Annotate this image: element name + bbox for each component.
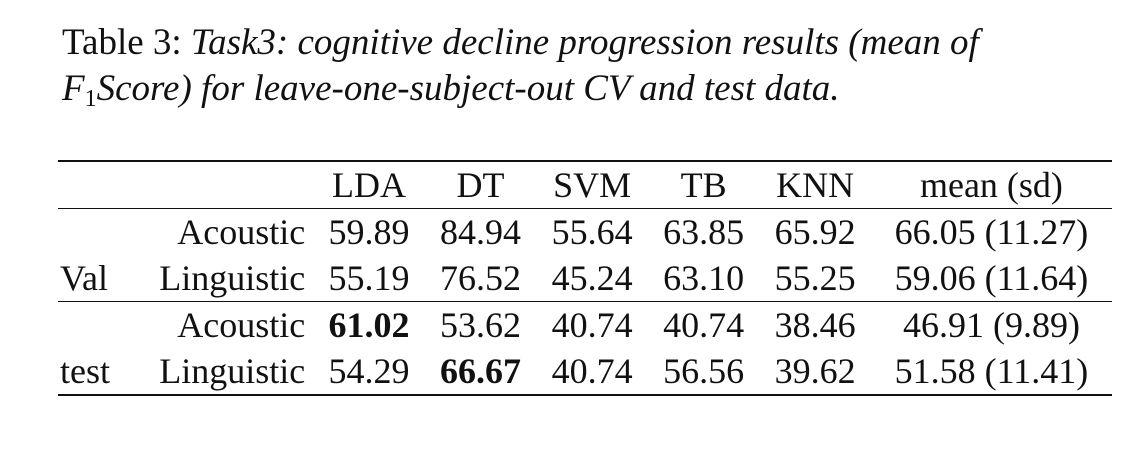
value-cell-lda: 59.89 <box>313 208 425 255</box>
results-table-container: LDA DT SVM TB KNN mean (sd) Acoustic 59.… <box>58 160 1112 396</box>
feature-cell: Acoustic <box>126 208 314 255</box>
group-label-cell <box>58 208 127 255</box>
value-cell-svm: 45.24 <box>551 258 633 298</box>
header-cell-svm: SVM <box>536 160 648 209</box>
feature-cell: Linguistic <box>126 348 314 396</box>
value-cell-svm: 55.64 <box>536 208 648 255</box>
value-cell-dt: 53.62 <box>424 301 537 348</box>
value-cell-mean-sd: 46.91 (9.89) <box>870 301 1112 348</box>
header-cell-tb: TB <box>647 160 760 209</box>
caption-f-subscript: 1 <box>84 86 97 112</box>
table-caption: Table 3: Task3: cognitive decline progre… <box>62 20 1122 122</box>
table-row: test Linguistic 54.29 66.67 40.74 56.56 … <box>58 348 1112 396</box>
value-cell-dt-best: 66.67 <box>424 348 537 396</box>
value-cell-svm: 40.74 <box>536 348 648 396</box>
feature-cell: Linguistic <box>159 258 306 298</box>
group-label-cell: test <box>58 348 127 396</box>
value-cell-mean-sd: 51.58 (11.41) <box>870 348 1112 396</box>
caption-text-part2: ) for leave-one-subject-out CV and test … <box>179 68 840 109</box>
caption-score-word: Score <box>96 68 180 109</box>
value-cell-tb: 63.85 <box>647 208 760 255</box>
value-cell-lda-best: 61.02 <box>313 301 425 348</box>
caption-label: Table 3: <box>62 22 182 63</box>
header-cell-knn: KNN <box>759 160 871 209</box>
value-cell-tb: 56.56 <box>647 348 760 396</box>
feature-cell: Acoustic <box>126 301 314 348</box>
value-cell-tb: 63.10 <box>663 258 745 298</box>
value-cell-lda: 55.19 <box>328 258 410 298</box>
value-cell-knn: 38.46 <box>759 301 871 348</box>
header-cell-dt: DT <box>424 160 537 209</box>
caption-f-symbol: F <box>62 68 85 109</box>
value-cell-mean-sd: 59.06 (11.64) <box>894 258 1089 298</box>
value-cell-knn: 39.62 <box>759 348 871 396</box>
group-label-cell <box>58 301 127 348</box>
value-cell-svm: 40.74 <box>536 301 648 348</box>
value-cell-lda: 54.29 <box>313 348 425 396</box>
table-row: Val Linguistic 55.19 76.52 45.24 63.10 5… <box>58 255 1112 302</box>
header-row: LDA DT SVM TB KNN mean (sd) <box>58 160 1112 209</box>
group-label-cell: Val <box>60 258 108 298</box>
value-cell-dt: 84.94 <box>424 208 537 255</box>
value-cell-knn: 65.92 <box>759 208 871 255</box>
table-row: Acoustic 59.89 84.94 55.64 63.85 65.92 6… <box>58 208 1112 255</box>
header-cell-mean-sd: mean (sd) <box>870 160 1112 209</box>
value-cell-knn: 55.25 <box>774 258 856 298</box>
value-cell-mean-sd: 66.05 (11.27) <box>870 208 1112 255</box>
header-cell-feature <box>126 160 314 209</box>
caption-text-part1: Task3: cognitive decline progression res… <box>190 22 979 63</box>
value-cell-tb: 40.74 <box>647 301 760 348</box>
results-table: LDA DT SVM TB KNN mean (sd) Acoustic 59.… <box>58 160 1112 396</box>
value-cell-dt: 76.52 <box>440 258 522 298</box>
table-row: Acoustic 61.02 53.62 40.74 40.74 38.46 4… <box>58 301 1112 348</box>
header-cell-lda: LDA <box>313 160 425 209</box>
header-cell-group <box>58 160 127 209</box>
